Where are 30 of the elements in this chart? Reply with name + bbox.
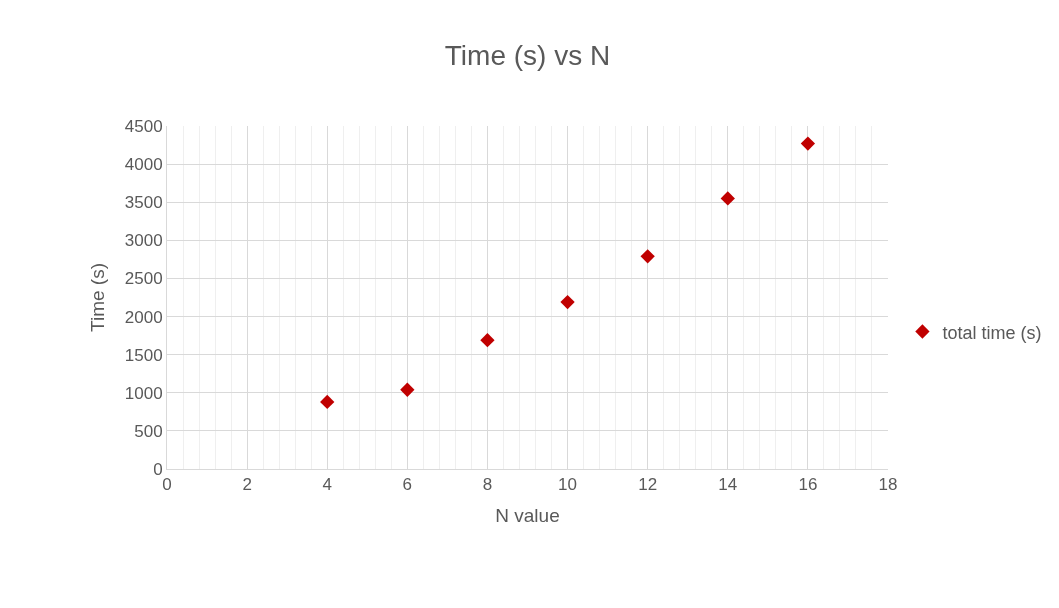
point (640, 249, 655, 264)
point (720, 191, 735, 206)
x-tick-label: 16 (798, 475, 818, 495)
point (400, 382, 415, 397)
y-axis-title: Time (s) (86, 263, 108, 332)
y-tick-label: 1500 (124, 345, 163, 365)
x-tick-label: 2 (242, 475, 252, 495)
x-tick-label: 4 (322, 475, 332, 495)
point (560, 294, 575, 310)
point (320, 394, 335, 410)
x-tick-label: 8 (482, 475, 493, 495)
x-tick-label: 12 (638, 475, 658, 495)
x-tick-label: 14 (718, 475, 738, 495)
y-tick-label: 2500 (124, 269, 163, 289)
x-tick-label: 18 (878, 475, 898, 495)
x-tick-label: 6 (402, 475, 413, 495)
y-tick-label: 3500 (124, 193, 163, 213)
y-tick-label: 2000 (124, 307, 163, 327)
y-tick-label: 3000 (124, 231, 163, 251)
y-tick-label: 4000 (124, 155, 163, 175)
y-tick-label: 4500 (124, 116, 163, 136)
x-tick-label: 10 (558, 475, 578, 495)
point (480, 333, 495, 348)
y-tick-label: 0 (153, 459, 163, 479)
point (800, 136, 816, 151)
y-tick-label: 500 (134, 421, 163, 441)
chart-title: Time (s) vs N (444, 39, 611, 71)
legend-label: total time (s) (942, 322, 1042, 343)
y-tick-label: 1000 (124, 383, 163, 403)
x-axis-title: N value (495, 505, 560, 527)
